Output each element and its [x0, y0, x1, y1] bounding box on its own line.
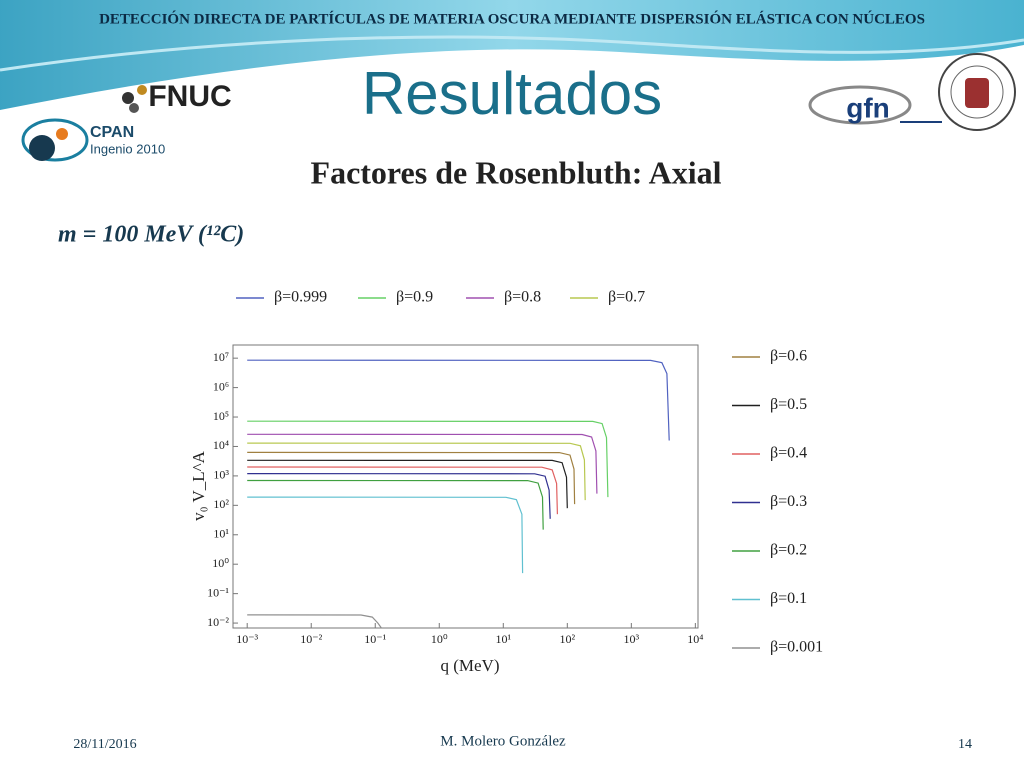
legend-label: β=0.999 — [274, 289, 327, 306]
series-line — [247, 459, 568, 509]
y-tick-label: 10² — [213, 497, 229, 511]
series-line — [247, 420, 609, 498]
x-tick-label: 10⁻¹ — [364, 632, 386, 646]
series-line — [247, 359, 670, 441]
y-axis-label: v₀ V_L^A — [189, 450, 208, 521]
x-tick-label: 10¹ — [495, 632, 511, 646]
logo-text: CPAN — [90, 124, 134, 141]
x-tick-label: 10² — [560, 632, 576, 646]
footer-date: 28/11/2016 — [73, 737, 136, 752]
mass-note: m = 100 MeV (¹²C) — [58, 222, 244, 248]
gfn-logo: gfn — [808, 85, 942, 125]
series-line — [247, 466, 558, 515]
cpan-logo: CPAN Ingenio 2010 — [21, 118, 165, 162]
header-wave — [0, 35, 1024, 72]
x-axis-label: q (MeV) — [440, 656, 499, 675]
series-line — [247, 473, 551, 519]
x-tick-label: 10⁻² — [300, 632, 322, 646]
y-tick-label: 10³ — [213, 468, 229, 482]
y-tick-label: 10¹ — [213, 527, 229, 541]
logo-text: gfn — [846, 92, 890, 123]
legend-label: β=0.5 — [770, 396, 807, 413]
y-tick-label: 10⁵ — [213, 409, 229, 423]
legend-label: β=0.8 — [504, 289, 541, 306]
y-tick-label: 10⁶ — [213, 379, 229, 393]
slide-subtitle: Factores de Rosenbluth: Axial — [311, 154, 722, 190]
legend-label: β=0.2 — [770, 542, 807, 559]
legend-label: β=0.3 — [770, 493, 807, 510]
legend-label: β=0.001 — [770, 639, 823, 656]
x-tick-label: 10⁰ — [431, 632, 448, 646]
y-tick-label: 10⁰ — [212, 556, 229, 570]
y-tick-label: 10⁴ — [213, 438, 229, 452]
footer-author: M. Molero González — [440, 733, 566, 749]
x-tick-label: 10⁴ — [687, 632, 703, 646]
logo-text: Ingenio 2010 — [90, 141, 165, 156]
footer-page: 14 — [958, 737, 972, 752]
header-title: DETECCIÓN DIRECTA DE PARTÍCULAS DE MATER… — [99, 10, 925, 27]
legend-label: β=0.9 — [396, 289, 433, 306]
legend-label: β=0.1 — [770, 590, 807, 607]
plot-frame — [232, 344, 699, 629]
legend-label: β=0.4 — [770, 445, 807, 462]
header-band — [0, 0, 1024, 110]
legend-label: β=0.7 — [608, 289, 645, 306]
y-tick-label: 10⁻² — [207, 615, 229, 629]
x-tick-label: 10³ — [624, 632, 640, 646]
fnuc-logo: FNUC — [122, 80, 232, 113]
x-tick-label: 10⁻³ — [236, 632, 258, 646]
legend-label: β=0.6 — [770, 348, 807, 365]
ucm-logo — [938, 53, 1016, 131]
series-line — [247, 496, 524, 574]
series-line — [247, 479, 544, 530]
series-line — [247, 442, 586, 501]
y-tick-label: 10⁷ — [213, 350, 229, 364]
y-tick-label: 10⁻¹ — [207, 585, 229, 599]
series-line — [247, 614, 382, 629]
series-line — [247, 433, 598, 494]
slide-title: Resultados — [362, 60, 662, 127]
logo-text: FNUC — [148, 80, 231, 113]
series-line — [247, 451, 576, 505]
